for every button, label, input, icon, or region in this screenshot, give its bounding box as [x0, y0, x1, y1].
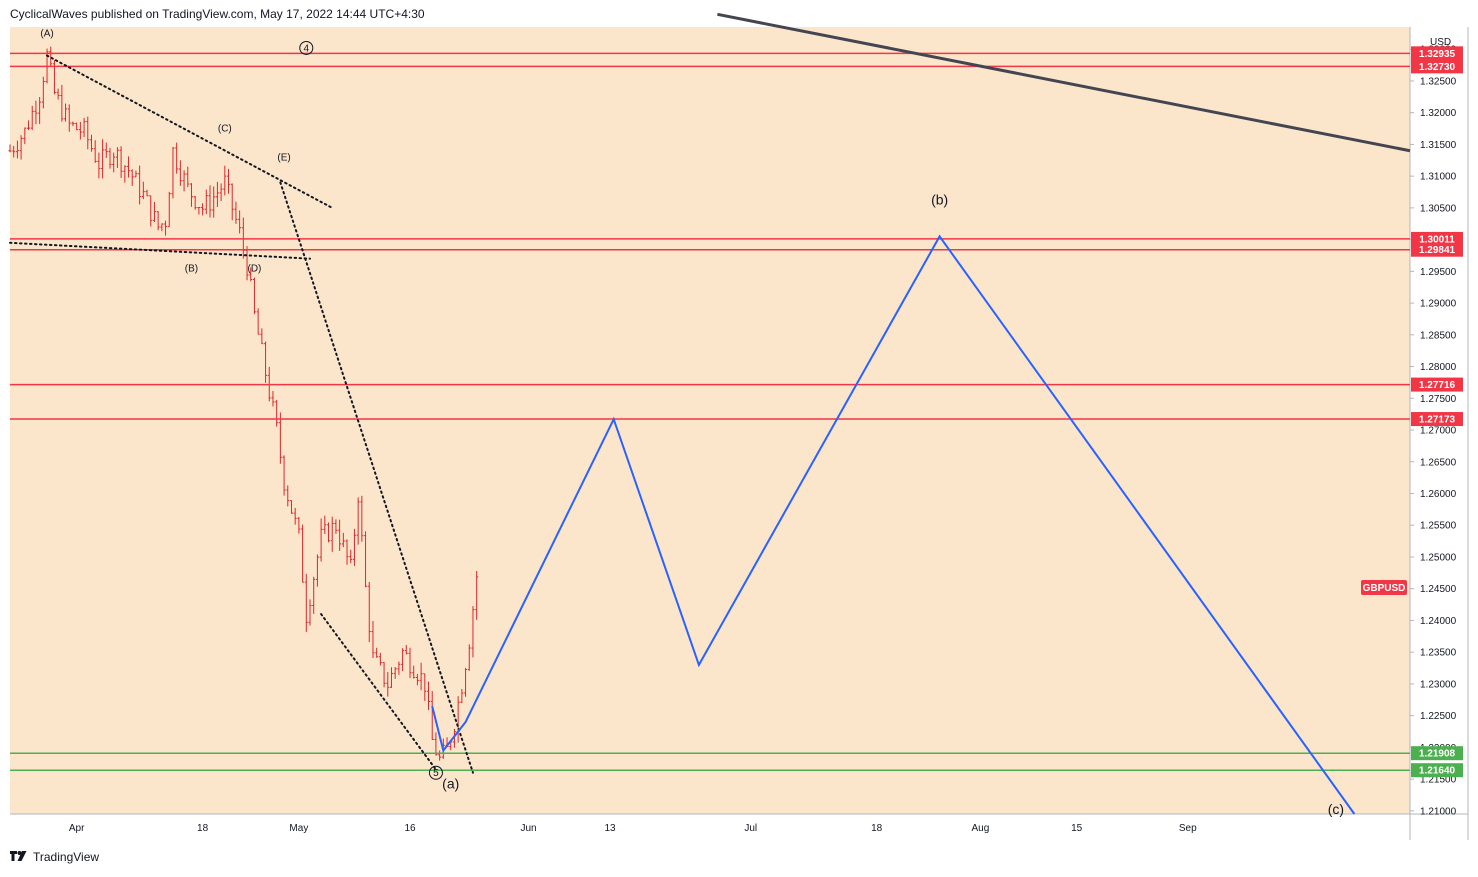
time-tick-label: 13: [604, 823, 616, 834]
price-tick-label: 1.23500: [1420, 648, 1457, 659]
level-tag-label: 1.27173: [1419, 415, 1456, 426]
candles-group: [8, 46, 479, 761]
horizontal-levels: [10, 52, 1410, 771]
symbol-badge[interactable]: GBPUSD: [1361, 580, 1407, 595]
dotted-wave-line: [9, 241, 311, 260]
plot-area[interactable]: [10, 27, 1410, 814]
price-tick-label: 1.32500: [1420, 76, 1457, 87]
price-tick-label: 1.26500: [1420, 457, 1457, 468]
price-tick-label: 1.24500: [1420, 584, 1457, 595]
wave-label: 5: [433, 768, 439, 779]
price-tick-label: 1.22500: [1420, 711, 1457, 722]
time-axis: Apr 18 May 16 Jun 13 Jul 18 Aug 15 Sep: [69, 823, 1197, 834]
wave-label: (A): [40, 29, 53, 40]
wave-label-circle: [299, 40, 314, 55]
publish-info: CyclicalWaves published on TradingView.c…: [10, 7, 425, 21]
level-tag-bg: [1411, 231, 1463, 246]
price-tick-label: 1.25000: [1420, 552, 1457, 563]
footer-brand-text: TradingView: [33, 850, 100, 864]
level-tag-label: 1.27716: [1419, 380, 1456, 391]
level-tag-label: 1.29841: [1419, 245, 1456, 256]
symbol-badge-bg: [1361, 580, 1407, 595]
dotted-wave-line: [46, 54, 334, 209]
projection-group: [431, 234, 1356, 815]
wave-label: (b): [931, 192, 948, 208]
price-tick-label: 1.29500: [1420, 267, 1457, 278]
footer-brand[interactable]: TradingView: [10, 850, 99, 864]
time-tick-label: Jul: [744, 823, 757, 834]
time-tick-label: May: [289, 823, 308, 834]
trendline-group: [717, 12, 1411, 153]
level-tag-label: 1.30011: [1419, 234, 1455, 245]
price-tick-label: 1.24000: [1420, 616, 1457, 627]
level-tag-bg: [1411, 59, 1463, 74]
price-tick-label: 1.31000: [1420, 172, 1457, 183]
price-tick-label: 1.27500: [1420, 394, 1457, 405]
wave-label: (D): [247, 263, 261, 274]
price-tick-label: 1.27000: [1420, 426, 1457, 437]
price-tick-label: 1.21500: [1420, 775, 1457, 786]
time-tick-label: 15: [1071, 823, 1083, 834]
time-tick-label: Jun: [520, 823, 536, 834]
level-tag-bg: [1411, 763, 1463, 778]
descending-trendline: [717, 12, 1411, 153]
level-tag-bg: [1411, 412, 1463, 427]
dotted-wave-line: [320, 613, 437, 771]
level-tag-label: 1.32730: [1419, 62, 1456, 73]
price-tick-label: 1.25500: [1420, 521, 1457, 532]
level-tag-bg: [1411, 377, 1463, 392]
price-tick-label: 1.28500: [1420, 330, 1457, 341]
level-tag-label: 1.21908: [1419, 749, 1456, 760]
wave-labels-group: (A) (C) (E) (B) (D) 4 5(a) (b) (c): [40, 29, 1344, 817]
time-tick-label: 16: [404, 823, 416, 834]
price-tick-label: 1.29000: [1420, 299, 1457, 310]
wave-dotted-lines: [9, 54, 474, 774]
level-tag-bg: [1411, 46, 1463, 61]
price-tick-label: 1.31500: [1420, 140, 1457, 151]
wave-label: (B): [185, 263, 198, 274]
wave-label: (c): [1328, 801, 1344, 817]
time-tick-label: 18: [197, 823, 209, 834]
wave-label: (C): [218, 124, 232, 135]
price-tick-label: 1.30500: [1420, 203, 1457, 214]
wave-label: (E): [277, 152, 290, 163]
level-tag-label: 1.21640: [1419, 766, 1456, 777]
level-tag-bg: [1411, 242, 1463, 257]
level-tag-label: 1.32935: [1419, 49, 1456, 60]
wave-label: (a): [442, 776, 459, 792]
price-tick-label: 1.32000: [1420, 108, 1457, 119]
dotted-wave-line: [279, 181, 474, 774]
time-tick-label: Sep: [1179, 823, 1197, 834]
time-tick-label: Apr: [69, 823, 85, 834]
time-tick-label: 18: [871, 823, 883, 834]
price-tick-label: 1.26000: [1420, 489, 1457, 500]
price-tick-label: 1.23000: [1420, 679, 1457, 690]
price-tick-label: 1.21000: [1420, 806, 1457, 817]
symbol-label: GBPUSD: [1363, 583, 1406, 594]
projection-line: [431, 234, 1356, 815]
tradingview-logo-icon: [10, 851, 27, 861]
wave-label-circle: [428, 765, 443, 780]
wave-label: 4: [304, 43, 310, 54]
currency-label: USD: [1430, 37, 1451, 48]
level-tag-bg: [1411, 746, 1463, 761]
time-tick-label: Aug: [971, 823, 989, 834]
price-tick-label: 1.28000: [1420, 362, 1457, 373]
